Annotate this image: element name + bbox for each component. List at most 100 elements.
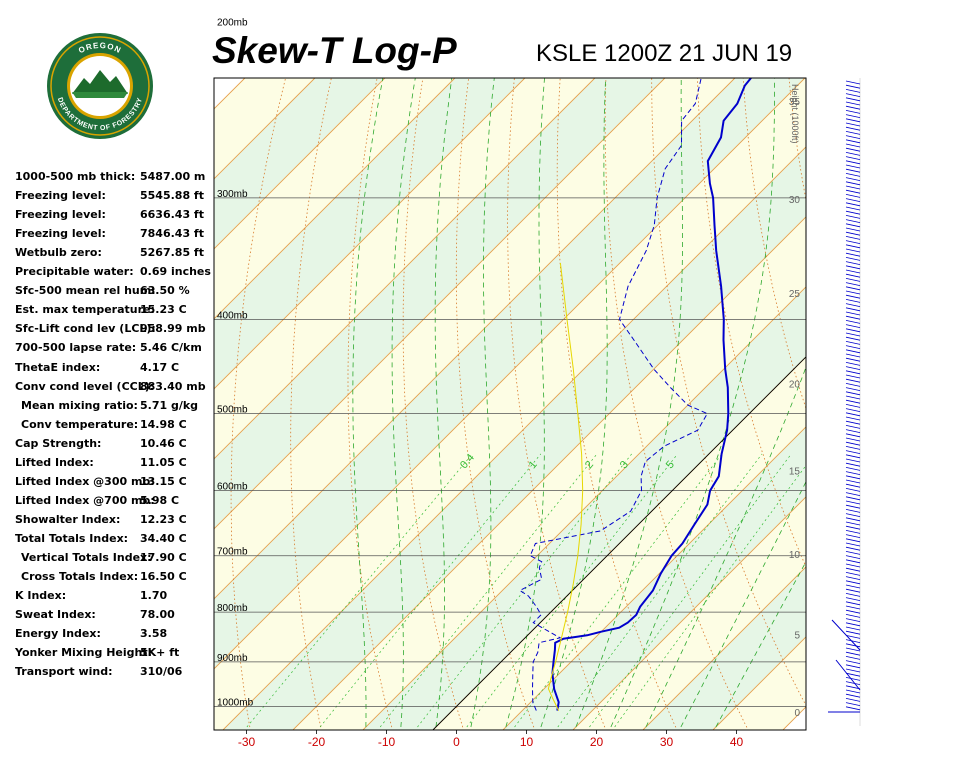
index-label: Lifted Index: <box>15 455 94 469</box>
wind-barb-icon <box>845 492 861 496</box>
wind-barb-icon <box>845 231 861 236</box>
height-tick-label: 10 <box>789 550 801 561</box>
isotherm <box>214 78 596 460</box>
wind-barb-icon <box>845 689 861 694</box>
index-value: 5267.85 ft <box>140 246 204 260</box>
isotherm <box>214 78 246 110</box>
isotherm <box>642 566 806 730</box>
wind-barb-icon <box>845 143 861 148</box>
wind-barb-icon <box>845 303 861 307</box>
wind-barb-icon <box>845 336 861 341</box>
index-label: Precipitable water: <box>15 265 134 279</box>
wind-barb-icon <box>845 454 861 459</box>
x-tick-label: -20 <box>308 735 326 749</box>
index-value: 5487.00 m <box>140 170 206 183</box>
dry-adiabat <box>402 78 465 730</box>
wind-barb-icon <box>845 290 861 295</box>
wind-barb-icon <box>845 643 861 648</box>
index-value: 12.23 C <box>140 512 187 526</box>
wind-barb-icon <box>845 433 861 438</box>
wind-barb-icon <box>845 374 861 379</box>
wind-barb-icon <box>845 530 861 534</box>
wind-barb-icon <box>845 383 861 387</box>
height-tick-label: 20 <box>789 380 801 391</box>
index-value: 5.46 C/km <box>140 341 202 355</box>
wind-barb-icon <box>845 202 861 207</box>
wind-barb-icon <box>845 551 861 555</box>
wind-barb-icon <box>845 584 861 589</box>
index-label: Est. max temperature: <box>15 303 155 317</box>
index-value: 7846.43 ft <box>140 227 204 241</box>
moist-adiabat <box>575 78 683 728</box>
height-tick-label: 35 <box>789 97 801 108</box>
wind-barb-icon <box>845 93 861 97</box>
oregon-department-of-forestry-logo: OREGON DEPARTMENT OF FORESTRY <box>47 33 153 139</box>
wind-barb-icon <box>845 341 861 345</box>
wind-barb-icon <box>845 223 861 228</box>
index-label: 700-500 lapse rate: <box>15 341 137 355</box>
page-title: Skew-T Log-P <box>212 30 457 71</box>
wind-barb-icon <box>845 647 861 652</box>
wind-barb-icon <box>845 618 861 622</box>
moist-adiabat <box>540 78 608 728</box>
wind-barb-icon <box>845 177 861 181</box>
index-label: Freezing level: <box>15 227 106 241</box>
wind-barb-icon <box>845 509 861 513</box>
wind-barb-icon <box>845 362 861 366</box>
index-label: Mean mixing ratio: <box>21 398 138 412</box>
wind-barb-icon <box>845 609 861 614</box>
wind-barb-icon <box>845 135 861 139</box>
wind-barb-icon <box>845 101 861 106</box>
height-tick-label: 15 <box>789 466 801 477</box>
wind-barb-icon <box>845 580 861 585</box>
index-label: Freezing level: <box>15 208 106 222</box>
index-value: 5K+ ft <box>140 646 180 660</box>
wind-barb-icon <box>845 450 861 454</box>
height-tick-label: 0 <box>794 708 800 719</box>
wind-barb-icon <box>845 572 861 576</box>
wind-barb-icon <box>845 189 861 194</box>
isotherm <box>502 426 806 730</box>
wind-barb-icon <box>845 702 861 706</box>
wind-barb-icon <box>845 660 861 664</box>
isobar-label: 900mb <box>217 653 248 664</box>
dry-adiabat <box>942 0 960 731</box>
wind-barb-icon <box>845 198 861 202</box>
wind-barb-icon <box>845 84 861 89</box>
moist-adiabat <box>470 78 495 728</box>
wind-barb-icon <box>845 525 861 530</box>
wind-barb-icon <box>845 429 861 433</box>
index-label: Energy Index: <box>15 627 101 641</box>
index-label: K Index: <box>15 589 67 603</box>
wind-barb-icon <box>845 496 861 501</box>
wind-barb-icon <box>845 147 861 152</box>
isotherm <box>222 146 806 730</box>
wind-barb-icon <box>845 332 861 337</box>
wind-barb-icon <box>845 80 861 85</box>
index-label: Conv temperature: <box>21 417 139 431</box>
wind-barb-icon <box>845 672 861 677</box>
wind-barb-icon <box>845 114 861 118</box>
wind-barb-icon <box>845 160 861 165</box>
wind-barb-icon <box>845 194 861 198</box>
moist-adiabat <box>505 78 545 728</box>
wind-barb-icon <box>845 168 861 173</box>
wind-barb-icon <box>845 593 861 597</box>
isotherm <box>292 216 806 730</box>
height-axis-label: Height (1000ft) <box>790 84 800 144</box>
wind-barb-icon <box>845 252 861 257</box>
wind-barb-icon <box>845 378 861 383</box>
dry-adiabat <box>455 78 536 730</box>
wind-barb-icon <box>845 542 861 547</box>
index-value: 34.40 C <box>140 531 187 545</box>
wind-barb-icon <box>845 559 861 564</box>
wind-barb-icon <box>845 387 861 391</box>
index-label: Lifted Index @300 mb: <box>15 474 155 488</box>
isotherm <box>214 78 526 390</box>
wind-barb-icon <box>845 588 861 593</box>
isobar-label: 400mb <box>217 310 248 321</box>
index-label: Total Totals Index: <box>15 531 129 545</box>
parcel-profile <box>547 262 584 711</box>
index-value: 11.05 C <box>140 455 187 469</box>
wind-barb-icon <box>845 227 861 232</box>
